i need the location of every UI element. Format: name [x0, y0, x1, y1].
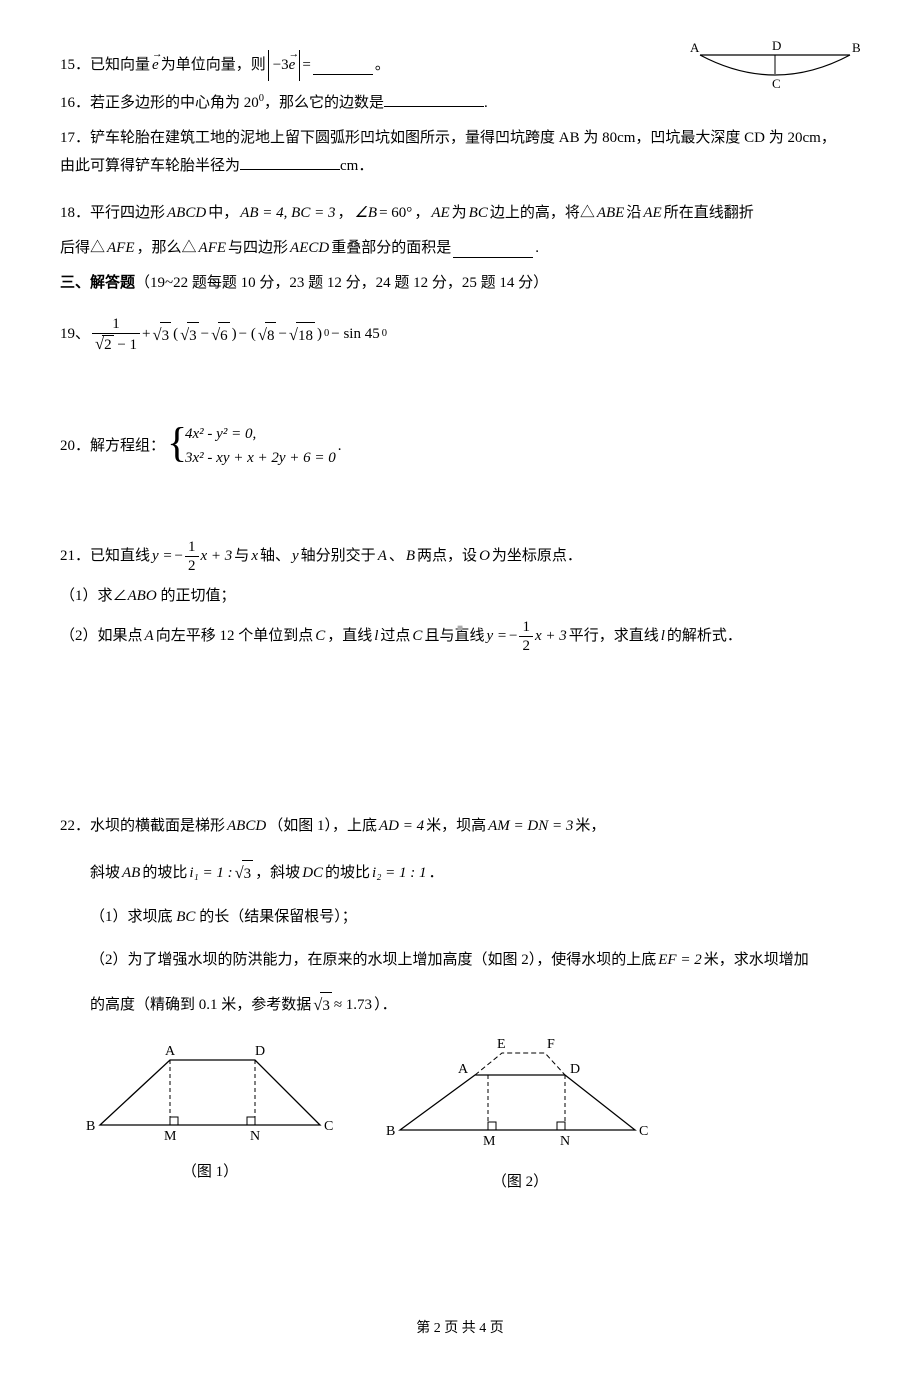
q15-prefix: 15．已知向量 — [60, 52, 150, 79]
svg-text:B: B — [386, 1124, 395, 1139]
fig1-label: （图 1） — [80, 1159, 340, 1186]
abs-expr: −3e — [268, 50, 301, 81]
svg-text:A: A — [458, 1062, 469, 1077]
figure-2-box: A D B C M N E F （图 2） — [380, 1035, 660, 1196]
svg-text:C: C — [324, 1119, 333, 1134]
svg-text:C: C — [639, 1124, 648, 1139]
label-C: C — [772, 76, 781, 91]
blank-17 — [240, 152, 340, 170]
svg-text:D: D — [255, 1044, 265, 1059]
q20-prefix: 20．解方程组： — [60, 433, 165, 460]
question-22-line2: 斜坡 AB 的坡比 i₁ = 1 : √3 ，斜坡 DC 的坡比 i₂ = 1 … — [60, 858, 860, 888]
q16-mid: ，那么它的边数是 — [264, 95, 384, 111]
figure-2-svg: A D B C M N E F — [380, 1035, 660, 1155]
page-footer: 第 2 页 共 4 页 — [60, 1316, 860, 1341]
sys-row2: 3x² - xy + x + 2y + 6 = 0 — [185, 446, 336, 470]
section3-title: 三、解答题 — [60, 275, 135, 291]
q17-line1: 17．铲车轮胎在建筑工地的泥地上留下圆弧形凹坑如图所示，量得凹坑跨度 AB 为 … — [60, 125, 860, 152]
section3-note: （19~22 题每题 10 分，23 题 12 分，24 题 12 分，25 题… — [135, 275, 548, 291]
q16-prefix: 16．若正多边形的中心角为 20 — [60, 95, 259, 111]
arc-svg: A B D C — [690, 40, 860, 95]
question-17: 17．铲车轮胎在建筑工地的泥地上留下圆弧形凹坑如图所示，量得凹坑跨度 AB 为 … — [60, 125, 860, 180]
question-20: 20．解方程组： 4x² - y² = 0, 3x² - xy + x + 2y… — [60, 422, 860, 470]
question-22-line1: 22．水坝的横截面是梯形 ABCD （如图 1），上底 AD = 4 米，坝高 … — [60, 813, 860, 840]
center-mark-icon: ■ — [457, 620, 463, 638]
svg-text:D: D — [570, 1062, 580, 1077]
eq-system: 4x² - y² = 0, 3x² - xy + x + 2y + 6 = 0 — [167, 422, 336, 470]
figure-1-svg: A D B C M N — [80, 1035, 340, 1145]
vec-e: e — [152, 52, 159, 79]
blank-16 — [384, 89, 484, 107]
section-3-header: 三、解答题（19~22 题每题 10 分，23 题 12 分，24 题 12 分… — [60, 270, 860, 297]
figures-row: A D B C M N （图 1） A D B C M N E F （图 2） — [80, 1035, 860, 1196]
label-B: B — [852, 40, 860, 55]
question-22-p1: （1）求坝底 BC 的长（结果保留根号）； — [60, 904, 860, 931]
svg-text:E: E — [497, 1037, 506, 1052]
question-22-p2b: 的高度（精确到 0.1 米，参考数据 √3 ≈ 1.73 ）． — [60, 990, 860, 1020]
frac-1: 1 √2 − 1 — [92, 315, 140, 354]
fig2-label: （图 2） — [380, 1169, 660, 1196]
svg-text:F: F — [547, 1037, 555, 1052]
q18-line2: 后得△AFE ，那么△AFE 与四边形 AECD 重叠部分的面积是 . — [60, 235, 860, 262]
q17-line2: 由此可算得铲车轮胎半径为cm． — [60, 152, 860, 180]
q15-mid: 为单位向量，则 — [161, 52, 266, 79]
svg-text:M: M — [164, 1129, 177, 1144]
arc-figure-q17: A B D C — [690, 40, 860, 100]
question-21-line1: 21．已知直线 y = − 12 x + 3 与 x 轴、 y 轴分别交于 A … — [60, 538, 860, 575]
svg-text:N: N — [560, 1134, 570, 1149]
q16-end: . — [484, 95, 488, 111]
q15-eq: = — [302, 52, 310, 79]
figure-1-box: A D B C M N （图 1） — [80, 1035, 340, 1196]
label-D: D — [772, 40, 781, 53]
sys-row1: 4x² - y² = 0, — [185, 422, 336, 446]
question-18: 18．平行四边形 ABCD 中， AB = 4, BC = 3 ， ∠B = 6… — [60, 200, 860, 262]
question-21-p1: （1）求∠ABO 的正切值； — [60, 583, 860, 610]
label-A: A — [690, 40, 700, 55]
q19-num: 19、 — [60, 321, 90, 348]
svg-text:B: B — [86, 1119, 95, 1134]
question-19: 19、 1 √2 − 1 + √3 ( √3 − √6 ) − ( √8 − √… — [60, 315, 860, 354]
svg-text:M: M — [483, 1134, 496, 1149]
q15-suffix: 。 — [375, 52, 390, 79]
vec-e2: e — [289, 52, 296, 79]
blank-15 — [313, 57, 373, 75]
svg-text:N: N — [250, 1129, 260, 1144]
blank-18 — [453, 240, 533, 258]
question-22-p2a: （2）为了增强水坝的防洪能力，在原来的水坝上增加高度（如图 2），使得水坝的上底… — [60, 947, 860, 974]
svg-text:A: A — [165, 1044, 176, 1059]
q18-line1: 18．平行四边形 ABCD 中， AB = 4, BC = 3 ， ∠B = 6… — [60, 200, 860, 227]
